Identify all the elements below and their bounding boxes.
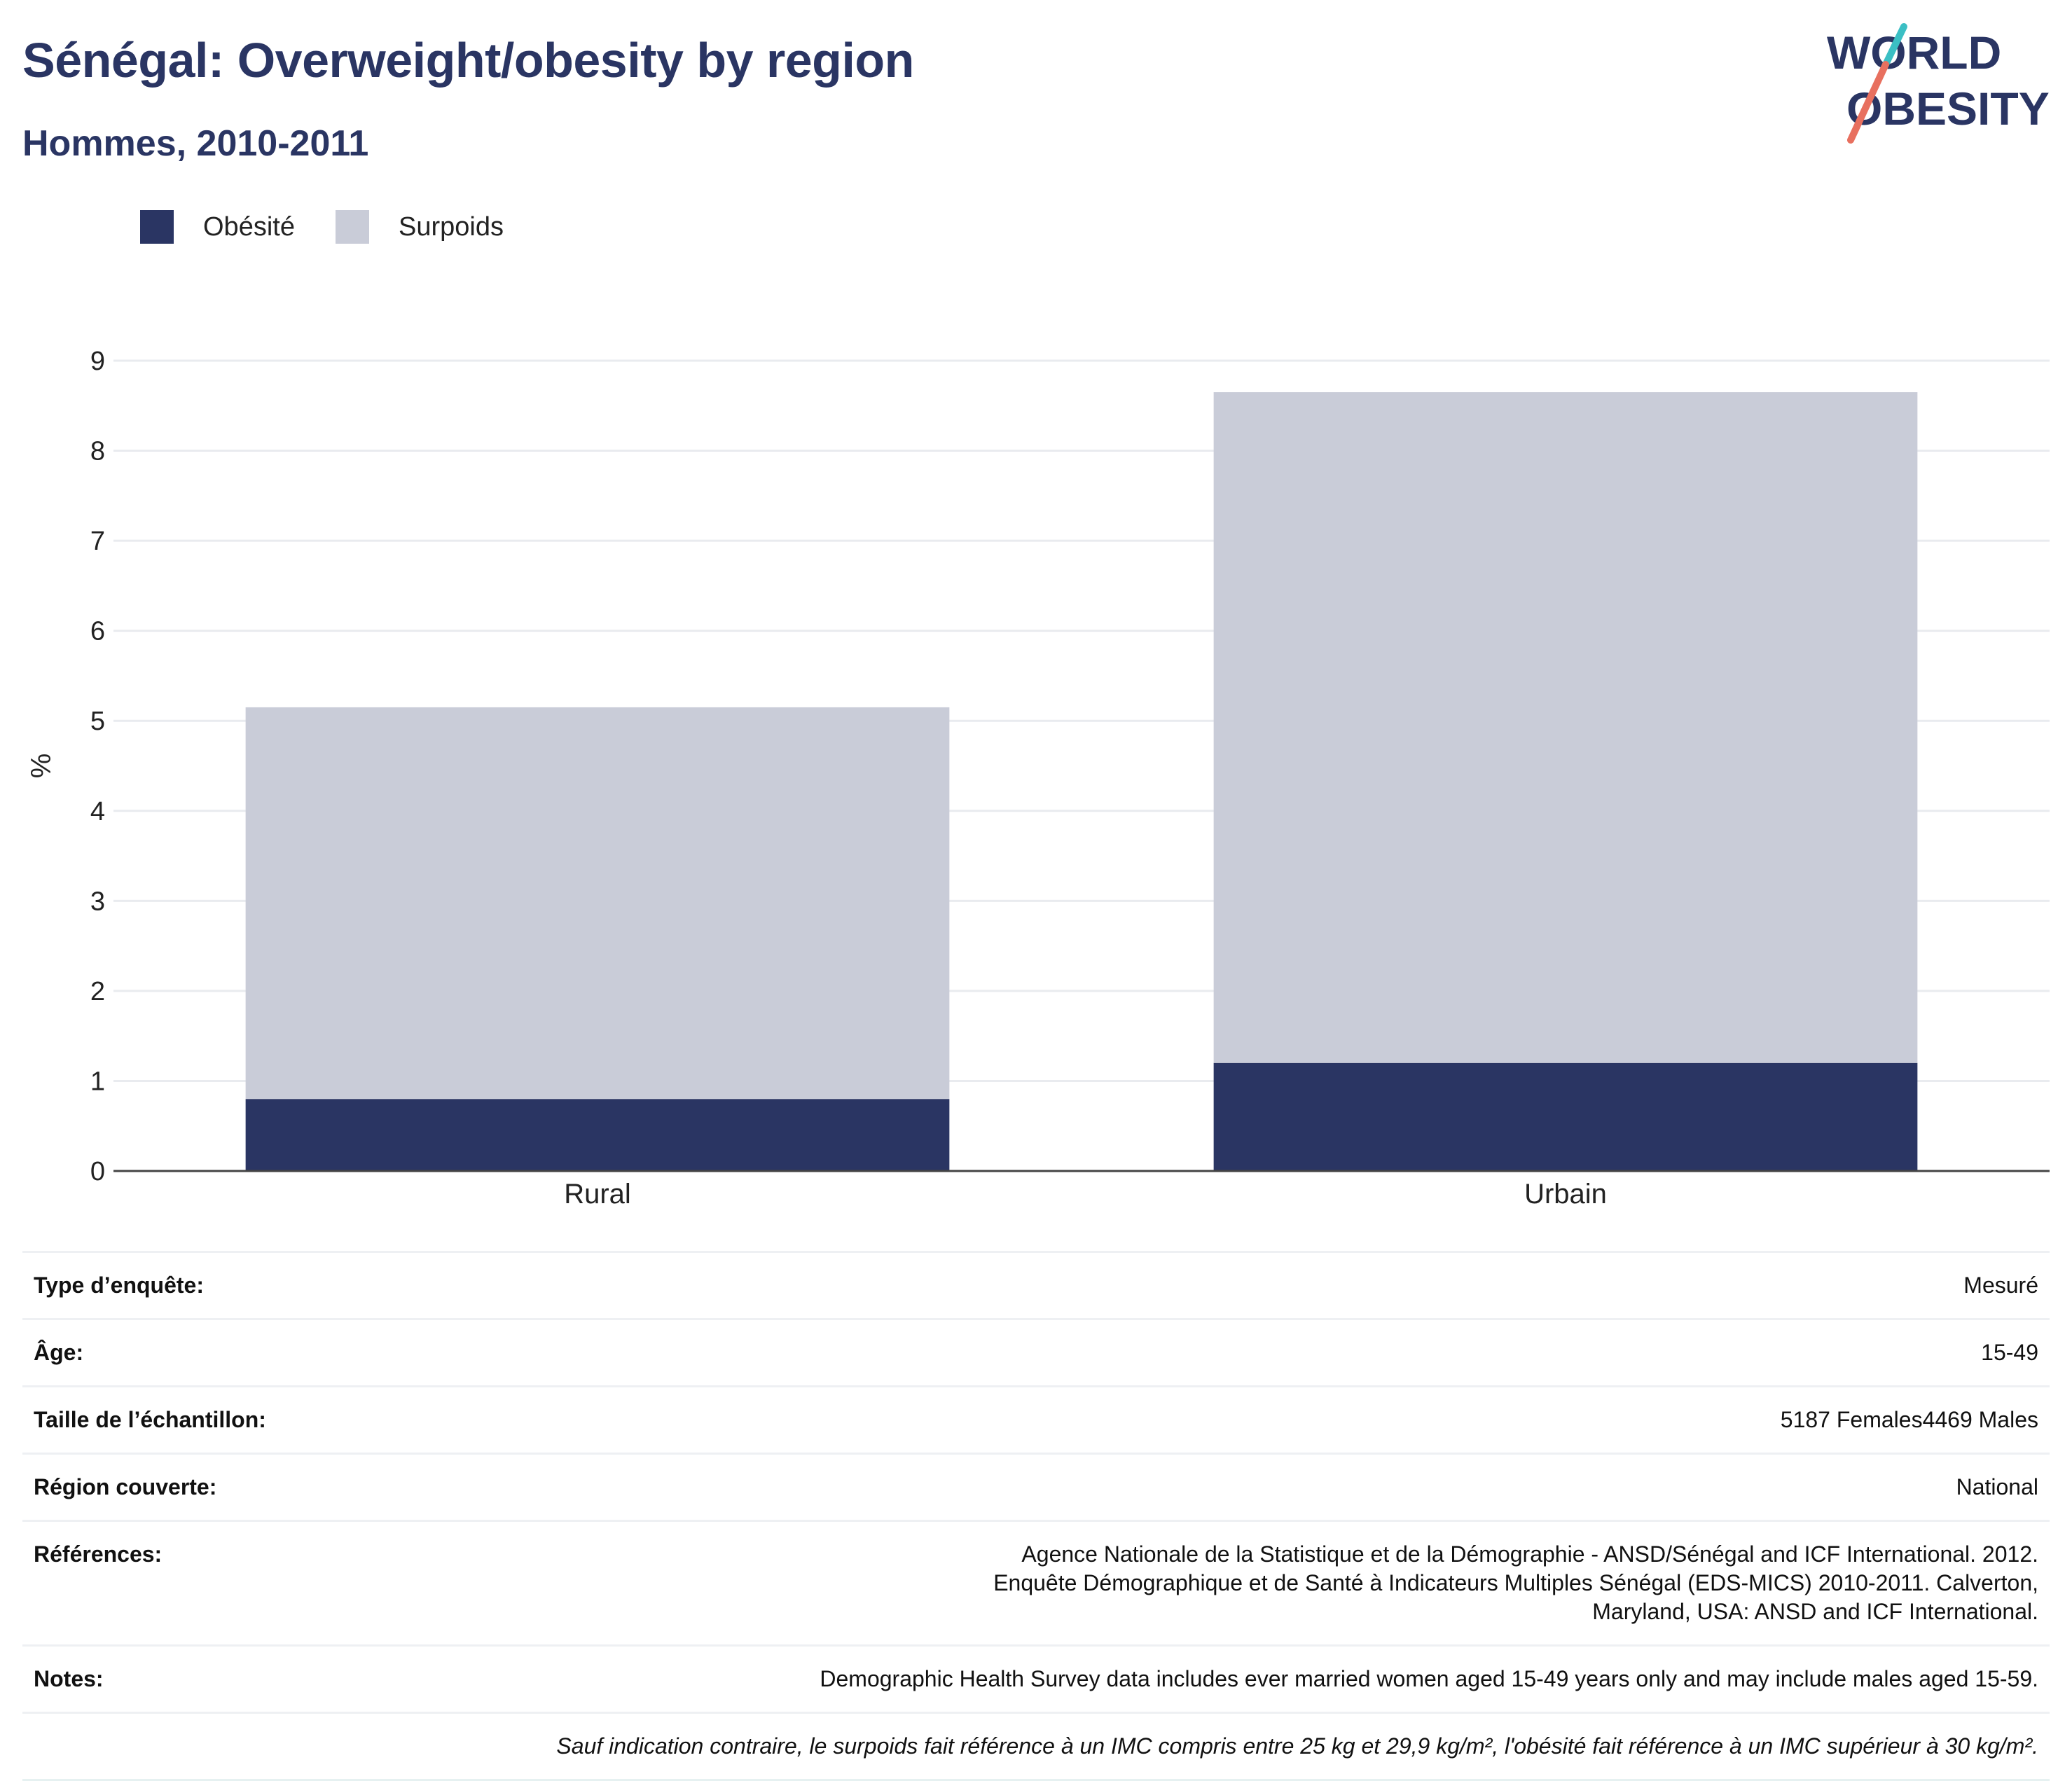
- y-tick-label: 6: [90, 617, 105, 646]
- meta-label: Notes:: [22, 1644, 437, 1713]
- stacked-bar-chart: 0 1 2 3 4 5 6 7 8 9% Rural Urbain: [26, 347, 2050, 1210]
- meta-row-footnote: Sauf indication contraire, le surpoids f…: [22, 1712, 2050, 1781]
- survey-metadata-table: Type d’enquête: Mesuré Âge: 15-49 Taille…: [22, 1251, 2050, 1781]
- y-tick-label: 3: [90, 887, 105, 916]
- meta-row-age: Âge: 15-49: [22, 1318, 2050, 1387]
- legend-item-surpoids[interactable]: Surpoids: [335, 210, 504, 244]
- y-tick-label: 8: [90, 437, 105, 466]
- y-tick-label: 0: [90, 1157, 105, 1186]
- bar-urbain-surpoids: [1213, 391, 1918, 1063]
- legend-swatch-obesite: [140, 210, 174, 244]
- y-tick-label: 4: [90, 797, 105, 826]
- legend-label-surpoids: Surpoids: [398, 212, 504, 242]
- meta-row-sample-size: Taille de l’échantillon: 5187 Females446…: [22, 1385, 2050, 1454]
- legend-item-obesite[interactable]: Obésité: [140, 210, 295, 244]
- bmi-definition-footnote: Sauf indication contraire, le surpoids f…: [22, 1712, 2050, 1781]
- y-axis-label: %: [26, 754, 57, 779]
- y-tick-label: 9: [90, 347, 105, 376]
- meta-value: 15-49: [437, 1318, 2050, 1387]
- logo-text-obesity: OBESITY: [1846, 83, 2050, 134]
- x-tick-label: Urbain: [1524, 1179, 1607, 1210]
- meta-value: Demographic Health Survey data includes …: [437, 1644, 2050, 1713]
- meta-label: Références:: [22, 1520, 437, 1646]
- meta-value: National: [437, 1453, 2050, 1521]
- meta-row-region: Région couverte: National: [22, 1453, 2050, 1521]
- bar-rural-surpoids: [245, 707, 950, 1100]
- y-tick-label: 7: [90, 527, 105, 556]
- bar-urbain-obesite: [1213, 1062, 1918, 1171]
- logo-text-world: WORLD: [1827, 27, 2001, 78]
- meta-row-notes: Notes: Demographic Health Survey data in…: [22, 1644, 2050, 1713]
- chart-subtitle: Hommes, 2010-2011: [22, 123, 369, 164]
- legend-label-obesite: Obésité: [203, 212, 295, 242]
- world-obesity-logo: WORLD OBESITY: [1827, 23, 2050, 144]
- meta-value: 5187 Females4469 Males: [437, 1385, 2050, 1454]
- legend-swatch-surpoids: [335, 210, 369, 244]
- x-tick-label: Rural: [564, 1179, 631, 1210]
- y-tick-label: 1: [90, 1067, 105, 1096]
- y-tick-label: 5: [90, 707, 105, 736]
- meta-label: Région couverte:: [22, 1453, 437, 1521]
- chart-legend: Obésité Surpoids: [140, 207, 544, 247]
- meta-label: Taille de l’échantillon:: [22, 1385, 437, 1454]
- bar-rural-obesite: [245, 1099, 950, 1171]
- y-tick-label: 2: [90, 977, 105, 1006]
- chart-title: Sénégal: Overweight/obesity by region: [22, 33, 914, 88]
- meta-value: Mesuré: [437, 1251, 2050, 1319]
- meta-row-references: Références: Agence Nationale de la Stati…: [22, 1520, 2050, 1646]
- logo-slash-coral: [1847, 61, 1889, 144]
- meta-row-survey-type: Type d’enquête: Mesuré: [22, 1251, 2050, 1319]
- meta-label: Âge:: [22, 1318, 437, 1387]
- meta-label: Type d’enquête:: [22, 1251, 437, 1319]
- logo-slash-teal: [1882, 23, 1907, 68]
- meta-value: Agence Nationale de la Statistique et de…: [437, 1520, 2050, 1646]
